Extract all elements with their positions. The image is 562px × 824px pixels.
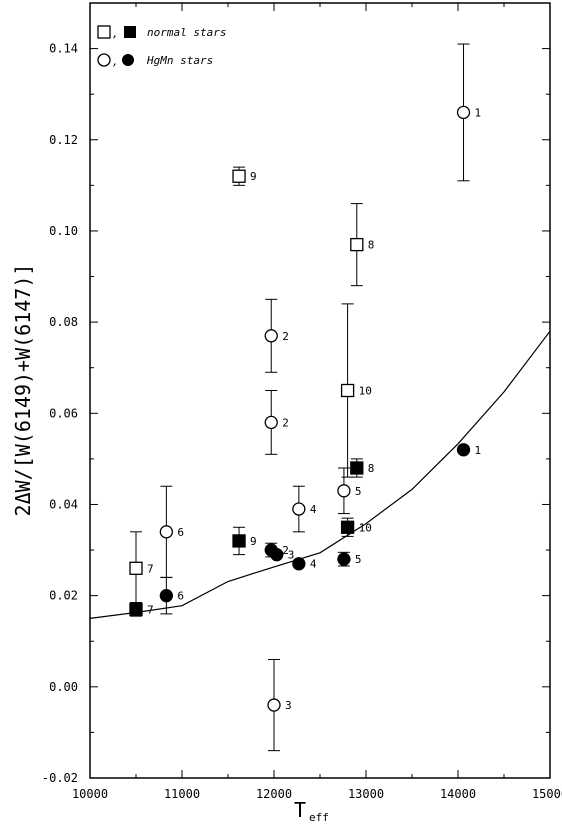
legend-open-square-icon (97, 25, 111, 39)
open-circle-marker (456, 105, 471, 120)
x-tick-label: 10000 (72, 787, 108, 801)
point-label: 5 (355, 553, 362, 566)
legend-filled-square-icon (124, 26, 136, 38)
open-circle-marker (267, 698, 281, 712)
point-label: 1 (475, 106, 482, 119)
filled-circle-marker (337, 552, 351, 566)
point-label: 2 (282, 416, 289, 429)
y-tick-label: 0.06 (49, 406, 78, 420)
filled-circle-marker (159, 588, 174, 603)
legend-normal-symbols: , (112, 27, 119, 40)
open-circle-marker (292, 502, 306, 516)
point-label: 8 (368, 462, 375, 475)
model-curve (89, 330, 551, 619)
legend-normal-label: normal stars (147, 26, 226, 39)
point-label: 5 (355, 485, 362, 498)
filled-square-marker (350, 461, 364, 475)
point-label: 9 (250, 170, 257, 183)
filled-circle-marker (270, 547, 284, 562)
open-circle-marker (337, 484, 351, 498)
point-label: 9 (250, 535, 257, 548)
filled-circle-marker (456, 443, 471, 457)
point-label: 7 (147, 603, 154, 616)
x-tick-label: 13000 (348, 787, 384, 801)
x-tick-label: 15000 (532, 787, 562, 801)
point-label: 10 (359, 521, 372, 534)
filled-square-marker (340, 520, 355, 534)
y-tick-label: 0.14 (49, 42, 78, 56)
legend-hgmn-symbols: , (112, 55, 119, 68)
point-label: 4 (310, 558, 317, 571)
point-label: 3 (285, 699, 292, 712)
open-circle-marker (264, 415, 278, 430)
point-label: 6 (177, 526, 184, 539)
point-label: 6 (177, 590, 184, 603)
point-label: 7 (147, 562, 154, 575)
y-tick-label: 0.08 (49, 315, 78, 329)
filled-square-marker (232, 534, 246, 548)
point-label: 4 (310, 503, 317, 516)
point-label: 2 (282, 330, 289, 343)
legend: , normal stars , HgMn stars (97, 25, 226, 68)
x-axis-title-subscript: eff (309, 811, 329, 824)
legend-filled-circle-icon (122, 54, 134, 66)
y-tick-label: 0.12 (49, 133, 78, 147)
x-tick-label: 14000 (440, 787, 476, 801)
open-square-marker (232, 169, 246, 183)
legend-open-circle-icon (97, 53, 111, 67)
model-curve-line (89, 330, 551, 619)
y-tick-label: 0.04 (49, 497, 78, 511)
point-label: 2 (282, 544, 289, 557)
point-label: 3 (288, 549, 295, 562)
x-axis-title: T (294, 798, 306, 822)
legend-hgmn-label: HgMn stars (146, 54, 213, 67)
filled-circle-marker (292, 557, 306, 571)
y-tick-label: 0.00 (49, 680, 78, 694)
open-square-marker (350, 237, 364, 252)
y-tick-label: -0.02 (42, 771, 78, 785)
x-tick-label: 12000 (256, 787, 292, 801)
y-axis-title: 2ΔW/[W(6149)+W(6147)] (11, 264, 35, 517)
point-label: 1 (475, 444, 482, 457)
point-label: 10 (359, 385, 372, 398)
filled-square-marker (129, 602, 143, 616)
open-square-marker (340, 383, 355, 398)
open-circle-marker (159, 525, 174, 539)
y-tick-label: 0.02 (49, 589, 78, 603)
open-circle-marker (264, 329, 278, 343)
y-tick-label: 0.10 (49, 224, 78, 238)
ticks: 10000 11000 12000 13000 14000 15000 -0.02 0.00 0… (42, 3, 562, 801)
point-label: 8 (368, 239, 375, 252)
x-tick-label: 11000 (164, 787, 200, 801)
open-square-marker (129, 561, 143, 575)
